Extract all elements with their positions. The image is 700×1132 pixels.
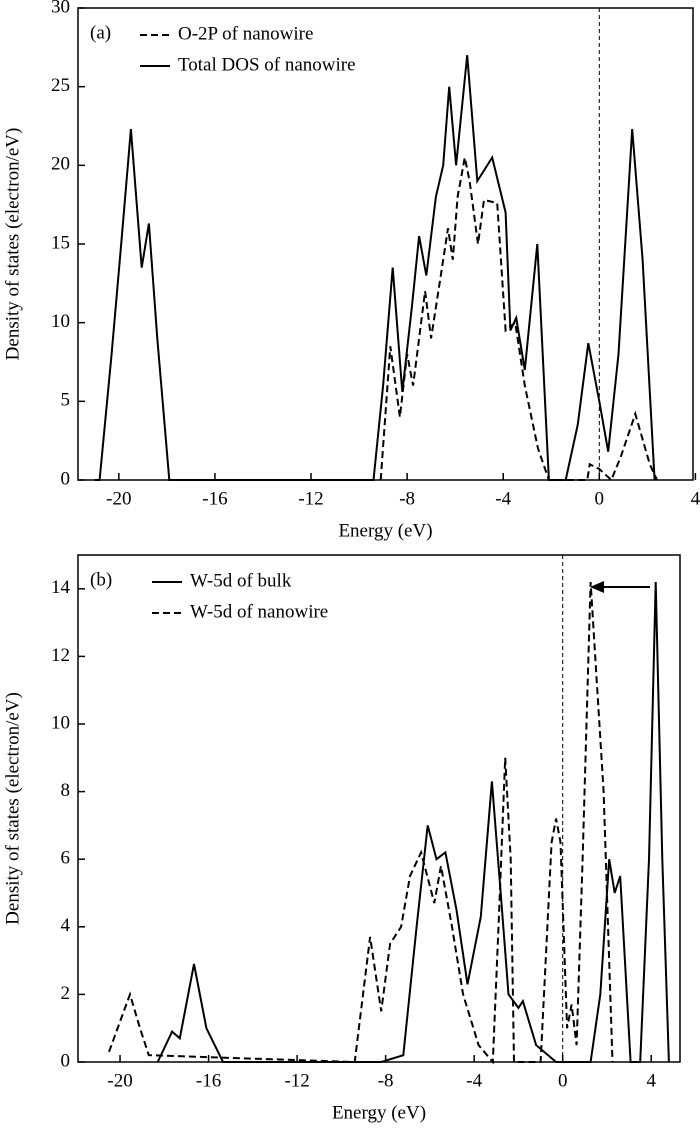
y-axis-label: Density of states (electron/eV) <box>2 692 23 925</box>
y-tick-label: 10 <box>51 311 70 332</box>
legend-label: W-5d of bulk <box>190 570 292 591</box>
x-tick-label: -4 <box>466 1070 482 1091</box>
x-tick-label: 4 <box>646 1070 656 1091</box>
x-tick-label: -16 <box>196 1070 221 1091</box>
legend-label: W-5d of nanowire <box>190 601 328 622</box>
x-axis-label: Energy (eV) <box>332 1102 426 1123</box>
x-tick-label: -8 <box>378 1070 394 1091</box>
series-line <box>94 55 656 481</box>
y-tick-label: 0 <box>61 468 71 489</box>
panel-label: (b) <box>90 569 112 590</box>
y-tick-label: 2 <box>61 983 71 1004</box>
y-axis-label: Density of states (electron/eV) <box>2 128 23 361</box>
y-tick-label: 6 <box>61 848 71 869</box>
series-line <box>379 157 658 482</box>
y-tick-label: 12 <box>51 645 70 666</box>
y-tick-label: 0 <box>61 1050 71 1071</box>
x-axis-label: Energy (eV) <box>338 520 432 541</box>
x-tick-label: -20 <box>106 488 131 509</box>
y-tick-label: 8 <box>61 780 71 801</box>
x-tick-label: 4 <box>691 488 700 509</box>
y-tick-label: 10 <box>51 712 70 733</box>
legend-label: O-2P of nanowire <box>178 23 313 44</box>
y-tick-label: 30 <box>51 0 70 17</box>
x-tick-label: 0 <box>595 488 605 509</box>
x-tick-label: -12 <box>298 488 323 509</box>
x-tick-label: 0 <box>558 1070 568 1091</box>
panel-label: (a) <box>90 22 111 43</box>
y-tick-label: 5 <box>61 390 71 411</box>
y-tick-label: 14 <box>51 577 71 598</box>
plot-frame <box>77 554 681 1063</box>
x-tick-label: -4 <box>495 488 511 509</box>
y-tick-label: 4 <box>61 915 71 936</box>
y-tick-label: 15 <box>51 232 70 253</box>
x-tick-label: -8 <box>399 488 415 509</box>
x-tick-label: -20 <box>107 1070 132 1091</box>
legend-label: Total DOS of nanowire <box>178 54 356 75</box>
x-tick-label: -12 <box>284 1070 309 1091</box>
y-tick-label: 25 <box>51 75 70 96</box>
series-line <box>156 581 670 1063</box>
x-tick-label: -16 <box>202 488 227 509</box>
series-line <box>108 581 614 1065</box>
y-tick-label: 20 <box>51 154 70 175</box>
arrow-head <box>590 581 604 593</box>
